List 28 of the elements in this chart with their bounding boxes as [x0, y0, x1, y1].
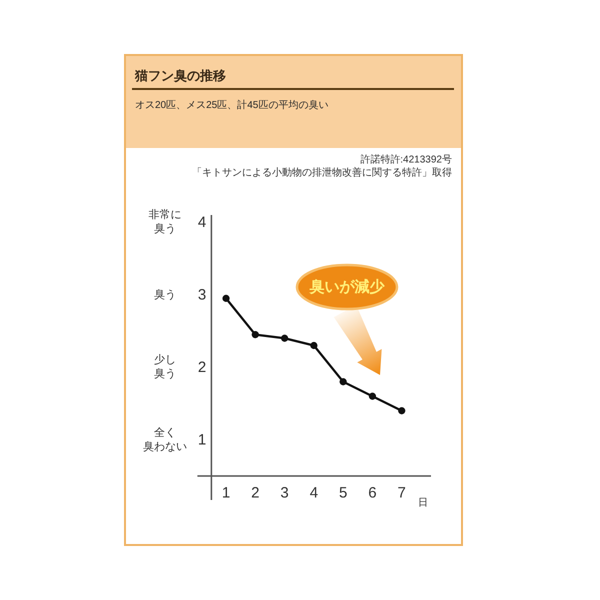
x-tick-label: 7: [398, 484, 406, 502]
point: [252, 331, 259, 338]
point: [281, 334, 288, 342]
chart-subtitle: オス20匹、メス25匹、計45匹の平均の臭い: [135, 99, 328, 111]
x-tick-label: 4: [310, 484, 318, 502]
x-axis-title: 日: [418, 498, 428, 508]
x-tick-label: 5: [338, 484, 348, 502]
y-tick-label: 3: [198, 286, 206, 304]
y-tick-label: 4: [198, 214, 206, 231]
x-tick-label: 6: [368, 484, 377, 502]
point: [398, 407, 406, 414]
point: [368, 392, 376, 400]
text: 許諾特許:4213392号: [360, 154, 452, 166]
chart-title: 猫フン臭の推移: [134, 68, 226, 83]
y-tick-label: 2: [198, 358, 206, 376]
point: [310, 342, 318, 350]
x-tick-label: 3: [280, 484, 289, 502]
text: 少し臭う: [154, 353, 176, 382]
text: 「キトサンによる小動物の排泄物改善に関する特許」取得: [192, 166, 452, 178]
text: 臭う: [154, 288, 176, 302]
point: [222, 294, 230, 302]
x-tick-label: 1: [222, 484, 230, 502]
text: 非常に臭う: [148, 208, 182, 236]
text: 全く臭わない: [143, 426, 187, 454]
x-tick-label: 2: [251, 484, 260, 502]
y-tick-label: 1: [198, 431, 206, 448]
annotation: 臭いが減少: [308, 278, 386, 296]
point: [340, 378, 347, 386]
